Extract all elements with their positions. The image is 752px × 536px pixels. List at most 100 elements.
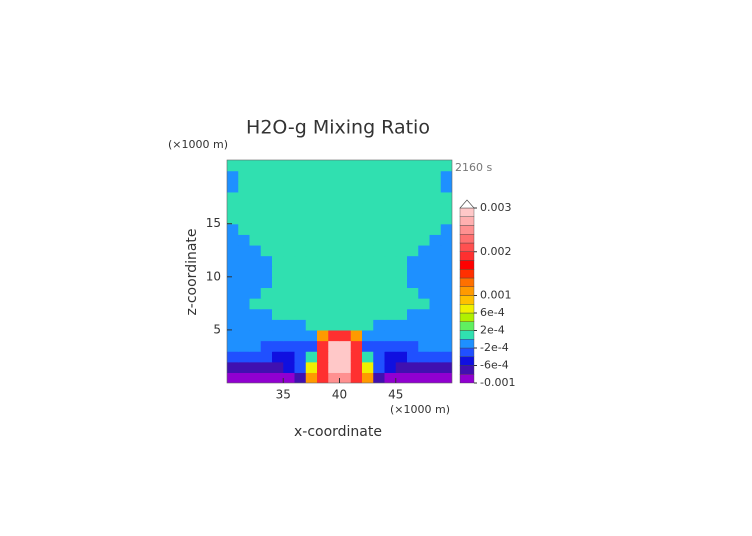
contour-cell [350, 191, 363, 204]
contour-cell [418, 170, 431, 182]
contour-cell [395, 340, 408, 352]
contour-cell [362, 266, 374, 278]
contour-cell [350, 266, 363, 278]
contour-cell [339, 329, 352, 342]
contour-cell [283, 244, 296, 257]
contour-cell [305, 223, 318, 235]
contour-cell [395, 308, 408, 320]
contour-cell [294, 340, 307, 352]
contour-cell [227, 287, 239, 299]
contour-cell [283, 160, 296, 172]
contour-cell [283, 329, 296, 342]
contour-cell [339, 181, 352, 193]
contour-cell [429, 170, 442, 182]
contour-cell [249, 329, 262, 342]
contour-cell [272, 372, 284, 383]
contour-cell [260, 213, 273, 225]
contour-cell [238, 308, 251, 320]
contour-cell [350, 308, 363, 320]
contour-cell [272, 351, 284, 363]
colorbar-box [459, 321, 475, 331]
contour-cell [339, 319, 352, 331]
contour-cell [260, 351, 273, 363]
contour-cell [384, 223, 397, 235]
contour-cell [227, 202, 239, 214]
contour-cell [384, 266, 397, 278]
contour-cell [440, 329, 452, 342]
contour-cell [418, 276, 431, 289]
contour-cell [407, 361, 419, 373]
contour-cell [384, 361, 397, 373]
contour-cell [440, 160, 452, 172]
contour-cell [339, 287, 352, 299]
colorbar-box [459, 234, 475, 244]
contour-cell [395, 223, 408, 235]
contour-cell [407, 213, 419, 225]
contour-cell [350, 244, 363, 257]
contour-cell [418, 329, 431, 342]
y-tick-label: 10 [206, 269, 221, 283]
contour-cell [294, 255, 307, 267]
contour-cell [283, 276, 296, 289]
contour-cell [429, 160, 442, 172]
contour-cell [429, 298, 442, 310]
y-tick-label: 5 [213, 322, 221, 336]
contour-cell [272, 319, 284, 331]
contour-cell [249, 266, 262, 278]
contour-cell [328, 298, 341, 310]
contour-cell [418, 308, 431, 320]
contour-cell [418, 361, 431, 373]
contour-cell [440, 276, 452, 289]
contour-cell [305, 361, 318, 373]
contour-cell [339, 298, 352, 310]
contour-cell [418, 266, 431, 278]
colorbar-box [459, 295, 475, 305]
contour-cell [238, 351, 251, 363]
contour-cell [362, 340, 374, 352]
contour-cell [440, 181, 452, 193]
contour-cell [260, 287, 273, 299]
contour-cell [407, 234, 419, 246]
contour-cell [407, 308, 419, 320]
y-unit: (×1000 m) [168, 138, 228, 151]
contour-cell [294, 223, 307, 235]
contour-cell [305, 181, 318, 193]
contour-cell [350, 372, 363, 383]
contour-cell [339, 234, 352, 246]
contour-cell [249, 372, 262, 383]
contour-cell [339, 202, 352, 214]
contour-cell [249, 308, 262, 320]
contour-cell [317, 223, 329, 235]
colorbar-label: 6e-4 [480, 306, 505, 319]
contour-cell [227, 329, 239, 342]
contour-cell [249, 213, 262, 225]
contour-cell [384, 255, 397, 267]
contour-cell [305, 319, 318, 331]
contour-cell [384, 160, 397, 172]
contour-cell [429, 255, 442, 267]
contour-cell [249, 298, 262, 310]
y-axis-label: z-coordinate [184, 228, 200, 315]
contour-cell [350, 351, 363, 363]
colorbar-box [459, 312, 475, 322]
contour-cell [249, 181, 262, 193]
contour-cell [407, 340, 419, 352]
contour-cell [260, 191, 273, 204]
contour-cell [272, 276, 284, 289]
contour-cell [227, 170, 239, 182]
contour-cell [238, 181, 251, 193]
contour-cell [272, 361, 284, 373]
contour-cell [305, 255, 318, 267]
contour-cell [283, 202, 296, 214]
contour-cell [227, 361, 239, 373]
contour-cell [283, 170, 296, 182]
contour-cell [328, 329, 341, 342]
contour-cell [407, 351, 419, 363]
contour-cell [272, 340, 284, 352]
contour-cell [418, 223, 431, 235]
contour-cell [249, 319, 262, 331]
contour-cell [294, 361, 307, 373]
contour-cell [283, 308, 296, 320]
contour-cell [429, 319, 442, 331]
